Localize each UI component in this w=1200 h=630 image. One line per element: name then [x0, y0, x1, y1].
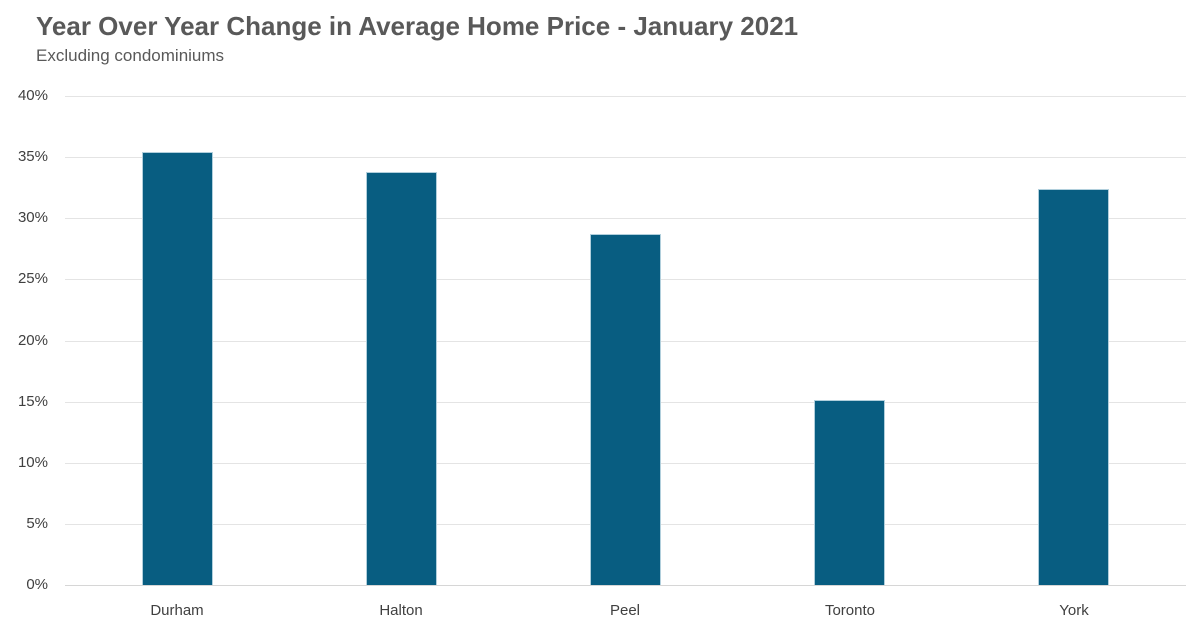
x-category-label: York — [1059, 602, 1089, 619]
gridline-35% — [65, 157, 1186, 158]
y-tick-label: 25% — [17, 270, 48, 287]
x-category-label: Peel — [609, 602, 641, 619]
y-tick-label: 0% — [26, 576, 48, 593]
x-category-label: Halton — [379, 602, 423, 619]
y-tick-label: 40% — [17, 87, 48, 104]
bar-peel — [590, 234, 661, 585]
bar-durham — [142, 152, 213, 585]
chart-subtitle: Excluding condominiums — [36, 46, 225, 65]
gridline-30% — [65, 218, 1186, 219]
x-axis-line — [65, 585, 1186, 586]
chart-title: Year Over Year Change in Average Home Pr… — [36, 11, 799, 41]
y-tick-label: 15% — [17, 393, 48, 410]
bar-toronto — [814, 400, 885, 585]
y-tick-label: 35% — [17, 148, 48, 165]
x-category-label: Toronto — [824, 602, 876, 619]
x-category-label: Durham — [150, 602, 204, 619]
y-tick-label: 5% — [26, 515, 48, 532]
y-tick-label: 20% — [17, 332, 48, 349]
y-tick-label: 30% — [17, 209, 48, 226]
y-tick-label: 10% — [17, 454, 48, 471]
gridline-40% — [65, 96, 1186, 97]
bar-halton — [366, 172, 437, 585]
bar-york — [1038, 189, 1109, 585]
